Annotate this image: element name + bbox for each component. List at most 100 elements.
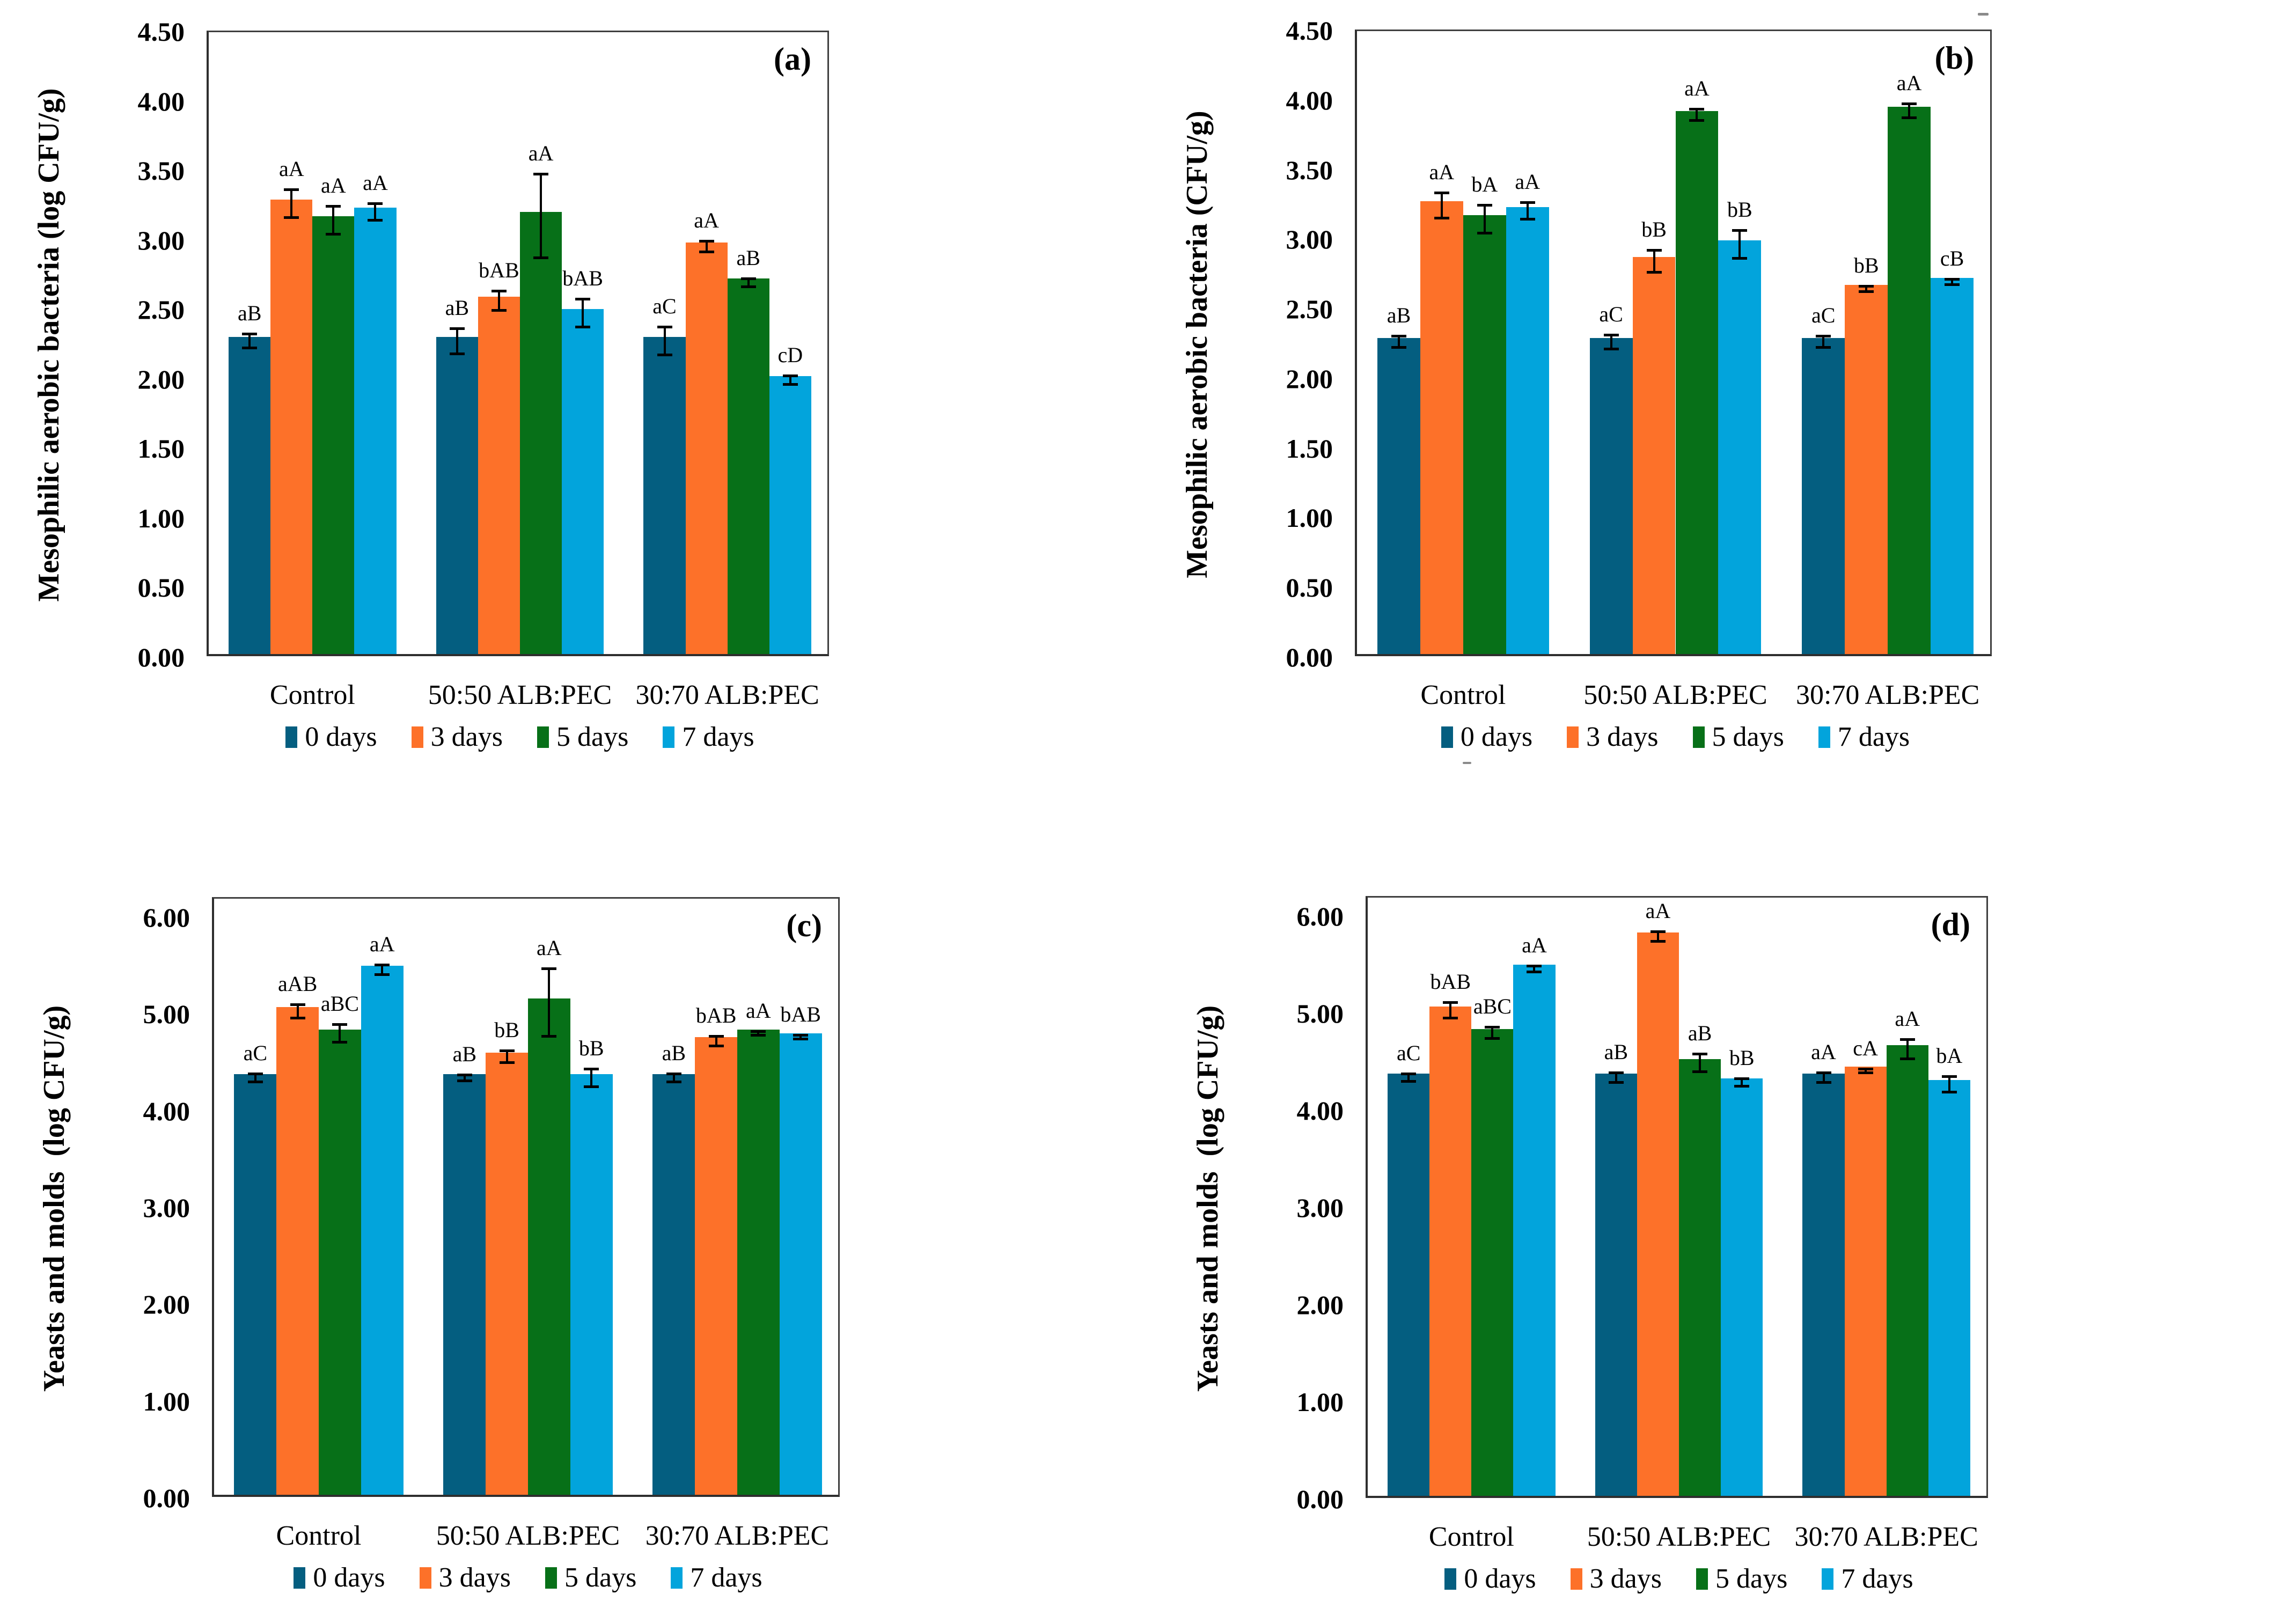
error-bar-cap xyxy=(284,216,299,219)
x-category-label: 50:50 ALB:PEC xyxy=(1583,680,1767,710)
bar-3-days xyxy=(1429,1006,1472,1496)
legend-swatch xyxy=(294,1567,306,1589)
bar-0-days xyxy=(1595,1073,1637,1496)
error-bar-cap xyxy=(541,1035,557,1038)
significance-letters: aA xyxy=(278,156,304,181)
error-bar xyxy=(248,334,251,348)
error-bar-cap xyxy=(1401,1072,1417,1075)
error-bar-cap xyxy=(1816,335,1831,338)
panel-d-chart: 0.00 1.00 2.00 3.00 4.00 5.00 6.00 Yeasts and m… xyxy=(1191,896,1988,1593)
y-axis-title: Mesophilic aerobic bacteria (log CFU/g) xyxy=(32,88,65,602)
y-axis-tick-label: 0.00 xyxy=(143,1483,190,1513)
bar-3-days xyxy=(1420,201,1463,654)
bar-7-days xyxy=(1928,1080,1970,1496)
error-bar-cap xyxy=(1646,271,1662,274)
significance-letters: aC xyxy=(652,294,677,319)
bar-7-days xyxy=(1931,278,1974,654)
y-axis-tick-label: 2.00 xyxy=(143,1289,190,1320)
y-axis-tick-label: 0.00 xyxy=(1286,642,1333,672)
significance-letters: bB xyxy=(1729,1045,1755,1070)
error-bar-cap xyxy=(1443,1001,1458,1004)
error-bar xyxy=(1449,1002,1452,1018)
y-axis-tick-label: 4.00 xyxy=(1296,1096,1344,1126)
error-bar-cap xyxy=(332,1040,348,1044)
error-bar-cap xyxy=(1520,201,1535,204)
error-bar-cap xyxy=(368,202,383,205)
significance-letters: aA xyxy=(1522,932,1547,957)
significance-letters: bA xyxy=(1471,172,1498,197)
y-axis-title: Yeasts and molds (log CFU/g) xyxy=(38,1005,71,1392)
error-bar xyxy=(789,376,791,384)
error-bar xyxy=(1908,103,1911,117)
legend-label: 7 days xyxy=(1841,1563,1913,1594)
error-bar xyxy=(381,964,384,974)
error-bar-cap xyxy=(699,239,714,243)
significance-letters: aA xyxy=(528,141,554,166)
x-category-label: 30:70 ALB:PEC xyxy=(635,680,819,710)
error-bar-cap xyxy=(708,1035,724,1038)
error-bar-cap xyxy=(1692,1070,1708,1073)
significance-letters: aA xyxy=(537,935,562,960)
significance-letters: bAB xyxy=(562,266,603,291)
bar-0-days xyxy=(1802,337,1845,654)
legend-label: 0 days xyxy=(1464,1563,1536,1594)
error-bar-cap xyxy=(1608,1071,1624,1074)
bar-5-days xyxy=(1888,106,1931,654)
bar-0-days xyxy=(1377,337,1420,654)
legend-item: 7 days xyxy=(1818,723,1910,751)
error-bar xyxy=(254,1074,256,1082)
legend-swatch xyxy=(419,1567,431,1589)
bar-7-days xyxy=(1721,1078,1763,1496)
error-bar xyxy=(1822,336,1825,348)
error-bar xyxy=(705,240,708,252)
bar-3-days xyxy=(685,243,728,654)
bar-5-days xyxy=(737,1029,780,1495)
legend-label: 5 days xyxy=(1715,1563,1788,1594)
significance-letters: aB xyxy=(452,1042,477,1067)
error-bar-cap xyxy=(375,973,390,976)
x-category-label: 50:50 ALB:PEC xyxy=(428,680,612,710)
significance-letters: aA xyxy=(369,931,395,956)
error-bar xyxy=(339,1024,341,1042)
bar-7-days xyxy=(354,208,397,654)
error-bar-cap xyxy=(1816,1081,1831,1084)
y-axis-tick-label: 1.50 xyxy=(1286,433,1333,464)
error-bar-cap xyxy=(751,1034,766,1037)
error-bar-cap xyxy=(1732,229,1748,232)
error-bar-cap xyxy=(1816,1071,1831,1074)
error-bar-cap xyxy=(499,1061,515,1064)
legend-item: 3 days xyxy=(419,1564,511,1592)
error-bar-cap xyxy=(740,285,756,289)
legend-item: 3 days xyxy=(411,723,503,751)
error-bar-cap xyxy=(1734,1085,1750,1088)
error-bar-cap xyxy=(533,173,549,176)
bar-7-days xyxy=(1718,240,1762,654)
significance-letters: aB xyxy=(445,295,470,320)
bar-3-days xyxy=(695,1037,737,1495)
error-bar xyxy=(540,174,542,258)
stray-mark xyxy=(1978,13,1989,16)
bar-5-days xyxy=(1679,1059,1721,1496)
error-bar-cap xyxy=(1477,232,1492,235)
legend-label: 0 days xyxy=(1460,722,1533,752)
significance-letters: bAB xyxy=(1430,970,1471,994)
y-axis-title: Mesophilic aerobic bacteria (CFU/g) xyxy=(1180,111,1214,578)
error-bar xyxy=(582,299,584,327)
significance-letters: aA xyxy=(1429,160,1455,185)
error-bar-cap xyxy=(1816,346,1831,349)
error-bar xyxy=(715,1036,717,1046)
significance-letters: aB xyxy=(237,301,262,326)
error-bar-cap xyxy=(375,963,390,966)
bar-0-days xyxy=(1802,1073,1845,1496)
legend-swatch xyxy=(1570,1568,1582,1590)
error-bar xyxy=(1738,230,1741,259)
significance-letters: aA xyxy=(363,170,388,195)
error-bar-cap xyxy=(541,967,557,970)
bar-7-days xyxy=(361,965,404,1495)
error-bar-cap xyxy=(793,1034,809,1037)
error-bar-cap xyxy=(368,218,383,222)
bar-5-days xyxy=(319,1029,361,1495)
legend-item: 0 days xyxy=(294,1564,385,1592)
error-bar-cap xyxy=(1477,204,1492,207)
y-axis-tick-label: 4.50 xyxy=(1286,16,1333,46)
